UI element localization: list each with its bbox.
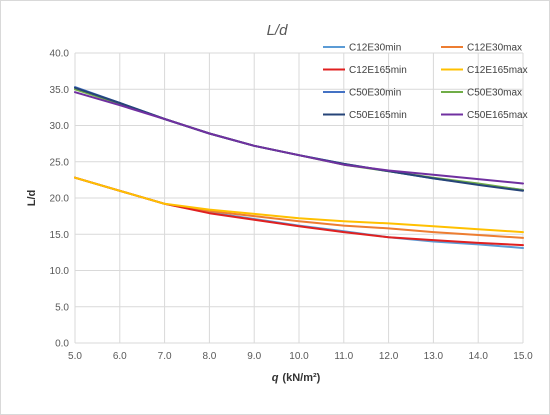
legend-entry: C12E30max [467, 43, 522, 54]
x-tick-label: 5.0 [68, 351, 82, 362]
legend-entry: C12E165max [467, 65, 528, 76]
y-tick-label: 30.0 [50, 121, 70, 132]
x-axis-label: q (kN/m²) [272, 372, 321, 384]
x-tick-label: 10.0 [289, 351, 309, 362]
legend-entry: C50E165min [349, 110, 407, 121]
y-tick-label: 25.0 [50, 157, 70, 168]
legend-entry: C12E165min [349, 65, 407, 76]
legend-entry: C50E30min [349, 88, 401, 99]
x-tick-label: 13.0 [424, 351, 444, 362]
y-tick-label: 10.0 [50, 266, 70, 277]
y-tick-label: 40.0 [50, 49, 70, 60]
x-tick-label: 9.0 [247, 351, 261, 362]
legend-entry: C50E30max [467, 88, 522, 99]
chart-title: L/d [267, 22, 289, 39]
series-line-c12e165max [74, 176, 524, 234]
x-tick-label: 6.0 [113, 351, 127, 362]
x-axis-label-unit: (kN/m²) [282, 372, 320, 384]
y-tick-label: 0.0 [55, 339, 69, 350]
legend-entry: C12E30min [349, 43, 401, 54]
legend: C12E30min C12E30max C12E165min C12E165max C5… [323, 43, 528, 121]
x-tick-label: 15.0 [513, 351, 533, 362]
x-tick-label: 11.0 [334, 351, 353, 362]
x-tick-label: 8.0 [202, 351, 216, 362]
series-line-c50e165max [74, 91, 524, 185]
axis-ticks: 0.05.010.015.020.025.030.035.040.05.0 6.0… [50, 49, 534, 363]
y-axis-label: L/d [26, 190, 38, 207]
legend-entry: C50E165max [467, 110, 528, 121]
y-tick-label: 15.0 [50, 230, 70, 241]
y-tick-label: 5.0 [55, 302, 69, 313]
x-tick-label: 12.0 [379, 351, 399, 362]
y-tick-label: 20.0 [50, 194, 70, 205]
grid-lines [74, 52, 524, 344]
series-lines [74, 86, 524, 249]
x-tick-label: 7.0 [158, 351, 172, 362]
y-tick-label: 35.0 [50, 85, 70, 96]
x-axis-label-symbol: q [272, 372, 279, 384]
x-tick-label: 14.0 [468, 351, 488, 362]
